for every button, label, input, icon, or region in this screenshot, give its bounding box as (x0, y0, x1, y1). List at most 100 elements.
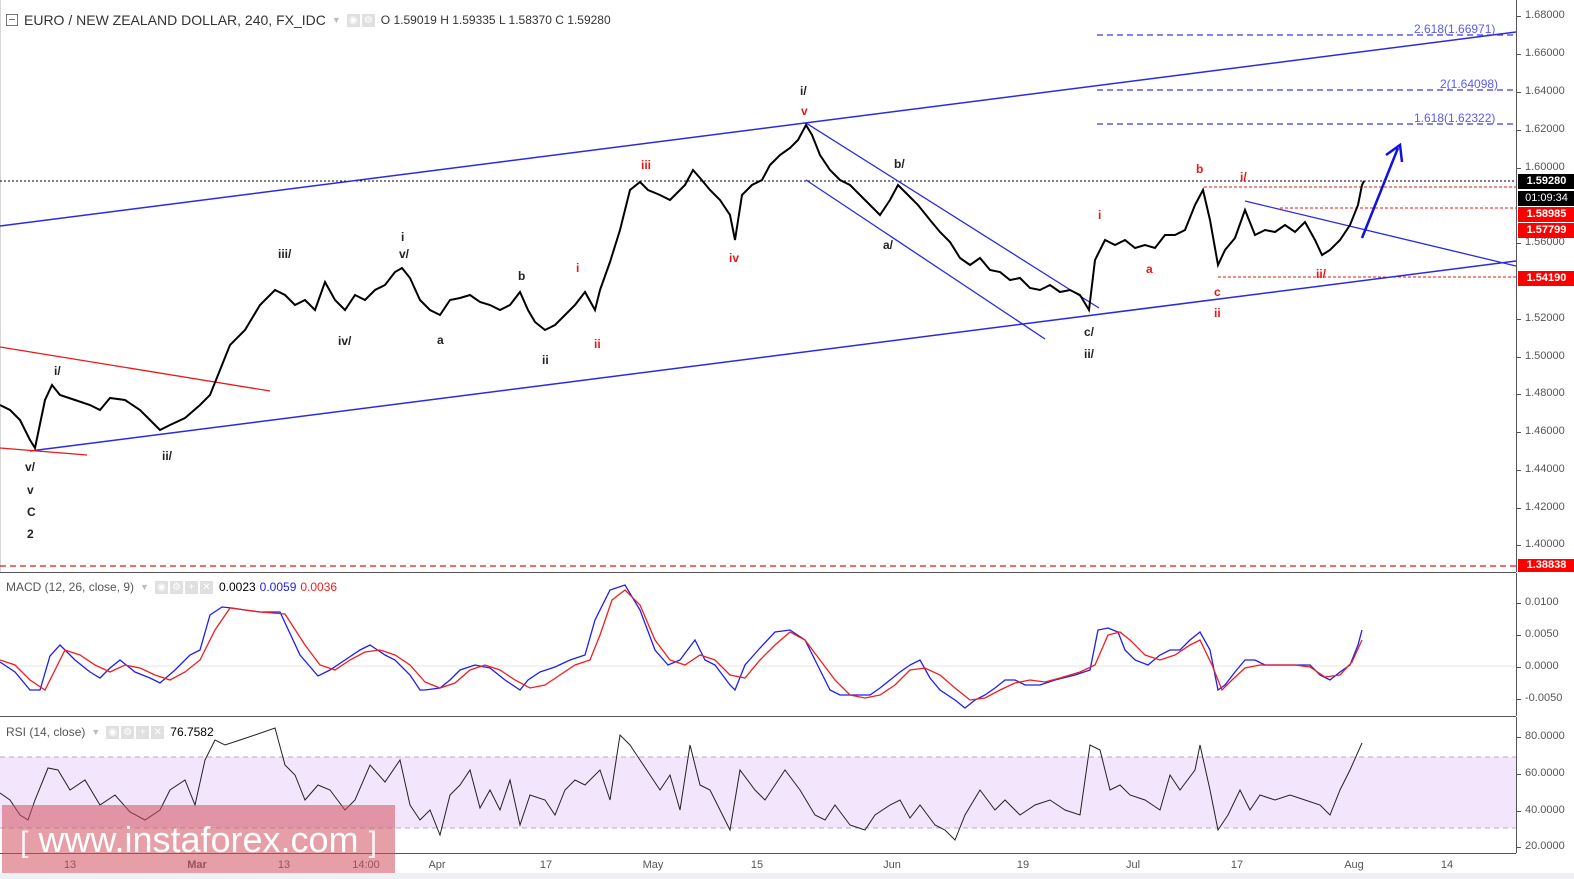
wave-label: ii (594, 337, 601, 351)
time-label: 15 (750, 859, 764, 871)
gear-icon[interactable]: ⚙ (121, 725, 135, 739)
price-tick: 1.48000 (1525, 387, 1565, 399)
gear-icon[interactable]: ⚙ (361, 13, 375, 27)
wave-label: v (801, 104, 808, 118)
wave-label: ii/ (1316, 267, 1327, 281)
wave-label: c (1214, 285, 1221, 299)
wave-label: a (437, 333, 444, 347)
price-tick: 1.68000 (1525, 9, 1565, 21)
chevron-down-icon[interactable]: ▼ (140, 582, 149, 592)
price-tick: 1.46000 (1525, 425, 1565, 437)
wave-label: a (1146, 262, 1153, 276)
wave-label: i (1098, 208, 1102, 222)
price-pane[interactable] (0, 0, 1517, 573)
eye-icon[interactable]: ◉ (106, 725, 120, 739)
time-label: Jun (883, 859, 901, 871)
fib-label-2618[interactable]: 2.618(1.66971) (1414, 22, 1496, 36)
pane-separator-price-macd[interactable] (0, 572, 1516, 573)
rsi-tick: 40.0000 (1525, 804, 1565, 816)
level-tag-4: 1.38838 (1518, 559, 1574, 572)
wave-label: ii (1214, 306, 1221, 320)
eye-icon[interactable]: ◉ (154, 580, 168, 594)
wave-label: i/ (1240, 170, 1247, 184)
macd-signal-value: 0.0036 (300, 580, 338, 594)
time-label: 14 (1440, 859, 1454, 871)
wave-label: v/ (399, 247, 410, 261)
wave-label: i/ (800, 84, 807, 98)
macd-legend: MACD (12, 26, close, 9) ▼ ◉ ⚙ + ✕ 0.0023… (6, 580, 337, 594)
watermark-bracket: [ (20, 826, 29, 859)
macd-axis[interactable]: 0.0100 0.0050 0.0000 -0.0050 (1516, 573, 1574, 716)
macd-title[interactable]: MACD (12, 26, close, 9) (6, 580, 135, 594)
close-icon[interactable]: ✕ (151, 725, 165, 739)
price-tick: 1.44000 (1525, 463, 1565, 475)
wave-label: b (518, 269, 526, 283)
close-icon[interactable]: ✕ (199, 580, 213, 594)
wave-label: a/ (883, 238, 894, 252)
macd-tick: 0.0000 (1525, 660, 1559, 672)
plus-icon[interactable]: + (136, 725, 150, 739)
wave-label: C (27, 505, 36, 519)
wave-label: iii (641, 158, 652, 172)
level-tag-3: 1.54190 (1518, 271, 1574, 286)
wave-label: v (27, 483, 34, 497)
rsi-tick: 20.0000 (1525, 840, 1565, 852)
time-label: 17 (539, 859, 553, 871)
time-label: May (642, 859, 664, 871)
chevron-down-icon[interactable]: ▼ (91, 727, 101, 737)
time-label: Aug (1344, 859, 1364, 871)
rsi-axis[interactable]: 80.0000 60.0000 40.0000 20.0000 (1516, 717, 1574, 853)
wave-label: i (401, 230, 405, 244)
wave-label: ii/ (1084, 347, 1095, 361)
wave-label: iv/ (338, 334, 352, 348)
fib-label-2[interactable]: 2(1.64098) (1440, 77, 1499, 91)
level-tag-1: 1.58985 (1518, 207, 1574, 222)
time-label: 17 (1230, 859, 1244, 871)
eye-icon[interactable]: ◉ (346, 13, 360, 27)
price-tick: 1.64000 (1525, 85, 1565, 97)
watermark-bracket: ] (368, 826, 377, 859)
macd-tick: -0.0050 (1525, 692, 1563, 704)
gear-icon[interactable]: ⚙ (169, 580, 183, 594)
wave-label: iii/ (278, 247, 292, 261)
symbol-legend: EURO / NEW ZEALAND DOLLAR, 240, FX_IDC ▼… (6, 12, 611, 28)
bottom-strip (0, 873, 1574, 879)
macd-tick: 0.0100 (1525, 596, 1559, 608)
price-tick: 1.40000 (1525, 538, 1565, 550)
wave-label: ii/ (162, 449, 173, 463)
plus-icon[interactable]: + (184, 580, 198, 594)
time-label: Apr (428, 859, 446, 871)
price-tick: 1.52000 (1525, 312, 1565, 324)
time-label: 19 (1016, 859, 1030, 871)
chevron-down-icon[interactable]: ▼ (331, 15, 341, 25)
macd-value: 0.0059 (259, 580, 297, 594)
rsi-tick: 80.0000 (1525, 730, 1565, 742)
wave-label: v/ (25, 460, 36, 474)
wave-label: i/ (54, 364, 61, 378)
wave-label: i (576, 261, 580, 275)
wave-label: 2 (27, 527, 34, 541)
macd-tick: 0.0050 (1525, 628, 1559, 640)
pane-separator-macd-rsi[interactable] (0, 716, 1516, 717)
macd-hist-value: 0.0023 (218, 580, 256, 594)
last-price-tag: 1.59280 (1518, 174, 1574, 189)
price-tick: 1.42000 (1525, 501, 1565, 513)
price-tick: 1.66000 (1525, 47, 1565, 59)
ohlc-values: O 1.59019 H 1.59335 L 1.58370 C 1.59280 (380, 13, 611, 27)
rsi-legend: RSI (14, close) ▼ ◉ ⚙ + ✕ 76.7582 (6, 725, 214, 739)
price-tick: 1.50000 (1525, 350, 1565, 362)
wave-label: iv (729, 251, 740, 265)
wave-label: b/ (894, 157, 905, 171)
fib-label-1618[interactable]: 1.618(1.62322) (1414, 111, 1496, 125)
price-tick: 1.62000 (1525, 123, 1565, 135)
price-tick: 1.56000 (1525, 236, 1565, 248)
collapse-icon[interactable] (6, 14, 18, 26)
price-axis[interactable]: 1.68000 1.66000 1.64000 1.62000 1.60000 … (1516, 0, 1574, 572)
time-axis-border (0, 853, 1516, 854)
time-label: Jul (1125, 859, 1141, 871)
wave-label: ii (542, 353, 549, 367)
countdown-tag: 01:09:34 (1518, 191, 1574, 206)
symbol-title[interactable]: EURO / NEW ZEALAND DOLLAR, 240, FX_IDC (24, 12, 326, 28)
rsi-title[interactable]: RSI (14, close) (6, 725, 86, 739)
